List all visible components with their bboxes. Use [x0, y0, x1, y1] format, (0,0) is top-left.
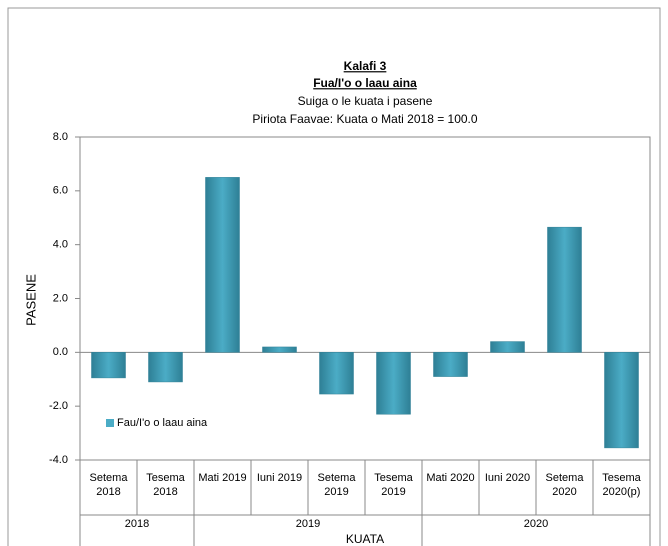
bar [433, 352, 468, 377]
bar [490, 341, 525, 353]
x-tick-label: Tesema 2018 [146, 472, 185, 498]
x-tick-label: Tesema 2020(p) [602, 472, 641, 498]
y-tick-label: -2.0 [49, 400, 68, 412]
y-tick-label: -4.0 [49, 454, 68, 466]
x-tick-label: Setema 2019 [317, 472, 356, 498]
x-tick-label: Iuni 2020 [484, 472, 531, 484]
group-label: 2018 [125, 518, 149, 530]
y-tick-label: 2.0 [53, 292, 68, 304]
x-tick-label: Mati 2020 [426, 472, 475, 484]
x-axis-label: KUATA [346, 532, 384, 546]
group-label: 2019 [296, 518, 320, 530]
bar [91, 352, 126, 379]
bar [148, 352, 183, 383]
chart-border [7, 7, 661, 546]
bar [376, 352, 411, 415]
x-tick-label: Setema 2018 [89, 472, 128, 498]
bar [547, 226, 582, 353]
y-axis-label: PASENE [23, 274, 38, 326]
bar [319, 352, 354, 395]
x-tick-label: Mati 2019 [198, 472, 247, 484]
chart-title: Kalafi 3 [344, 59, 387, 73]
x-tick-label: Setema 2020 [545, 472, 584, 498]
x-tick-label: Tesema 2019 [374, 472, 413, 498]
chart-subtitle: Suiga o le kuata i pasene [298, 94, 433, 108]
y-tick-label: 4.0 [53, 239, 68, 251]
bar [205, 177, 240, 353]
y-tick-label: 0.0 [53, 346, 68, 358]
y-tick-label: 8.0 [53, 131, 68, 143]
x-tick-label: Iuni 2019 [256, 472, 303, 484]
chart-subtitle: Piriota Faavae: Kuata o Mati 2018 = 100.… [252, 112, 477, 126]
legend-swatch [106, 419, 114, 427]
y-tick-label: 6.0 [53, 185, 68, 197]
group-label: 2020 [524, 518, 548, 530]
bar [604, 352, 639, 449]
bar [262, 346, 297, 353]
chart-subtitle: Fua/I'o o laau aina [313, 76, 417, 90]
legend-label: Fau/I'o o laau aina [117, 417, 208, 429]
